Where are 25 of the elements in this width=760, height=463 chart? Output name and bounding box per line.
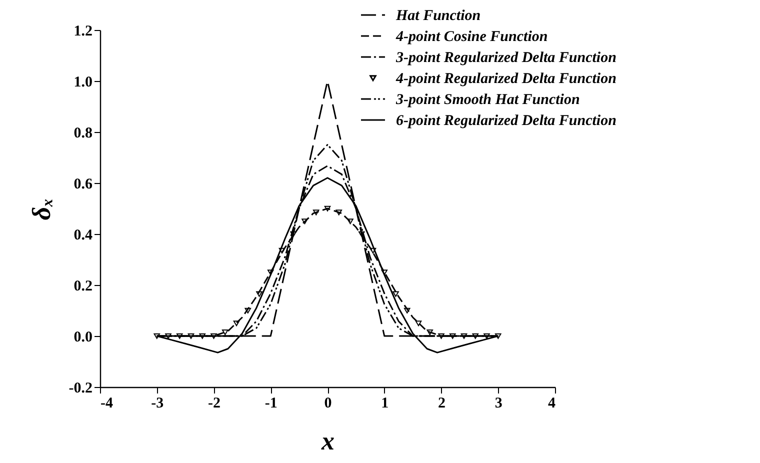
x-tick-label: 4	[548, 396, 556, 412]
x-tick-label: 3	[494, 396, 502, 412]
legend-label: 3-point Regularized Delta Function	[395, 50, 616, 66]
y-tick-label: 0.2	[74, 278, 92, 294]
x-tick-label: -2	[208, 396, 220, 412]
y-tick-label: 0.0	[74, 330, 92, 346]
legend-label: 4-point Regularized Delta Function	[395, 71, 616, 87]
x-tick-label: 2	[438, 396, 446, 412]
legend-label: 6-point Regularized Delta Function	[396, 113, 616, 129]
x-tick-label: -4	[100, 396, 114, 412]
y-tick-label: 0.8	[74, 126, 92, 142]
y-tick-label: 1.2	[74, 24, 92, 40]
y-axis-title: δₓ	[26, 198, 56, 220]
y-tick-label: 1.0	[74, 74, 92, 90]
x-tick-label: 0	[324, 396, 332, 412]
y-tick-label: -0.2	[68, 380, 92, 396]
y-tick-label: 0.6	[74, 176, 93, 192]
x-axis-title: x	[320, 426, 334, 456]
y-tick-label: 0.4	[74, 228, 93, 244]
legend-label: 4-point Cosine Function	[395, 29, 548, 45]
x-tick-label: 1	[381, 396, 389, 412]
legend-label: 3-point Smooth Hat Function	[395, 92, 580, 108]
x-tick-label: -1	[264, 396, 278, 412]
legend-label: Hat Function	[395, 8, 481, 24]
x-tick-label: -3	[151, 396, 164, 412]
